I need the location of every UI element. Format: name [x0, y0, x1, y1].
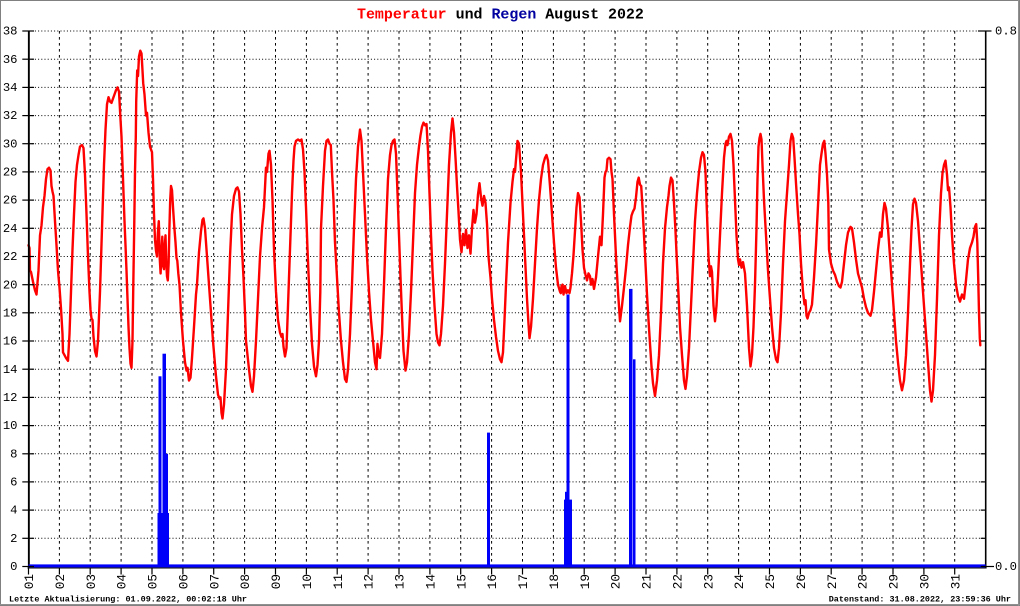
svg-text:22: 22: [671, 574, 686, 589]
svg-text:0.0: 0.0: [995, 560, 1017, 574]
svg-text:02: 02: [53, 574, 68, 589]
svg-text:8: 8: [10, 447, 17, 461]
svg-text:22: 22: [3, 250, 18, 264]
svg-text:Temperatur und Regen August 20: Temperatur und Regen August 2022: [357, 8, 644, 24]
svg-text:20: 20: [609, 574, 624, 589]
svg-text:20: 20: [3, 278, 18, 292]
svg-text:27: 27: [825, 574, 840, 589]
svg-text:10: 10: [3, 419, 18, 433]
svg-text:25: 25: [763, 574, 778, 589]
svg-text:07: 07: [207, 574, 222, 589]
svg-text:6: 6: [10, 476, 17, 490]
svg-text:04: 04: [115, 574, 130, 589]
svg-text:09: 09: [269, 574, 284, 589]
svg-text:15: 15: [454, 574, 469, 589]
svg-text:34: 34: [3, 81, 18, 95]
svg-text:24: 24: [3, 222, 18, 236]
svg-text:16: 16: [3, 335, 18, 349]
svg-text:10: 10: [300, 574, 315, 589]
svg-text:05: 05: [146, 574, 161, 589]
svg-text:13: 13: [393, 574, 408, 589]
svg-text:32: 32: [3, 109, 18, 123]
svg-text:36: 36: [3, 53, 18, 67]
svg-text:2: 2: [10, 532, 17, 546]
svg-text:29: 29: [887, 574, 902, 589]
svg-text:19: 19: [578, 574, 593, 589]
svg-text:30: 30: [3, 137, 18, 151]
svg-text:0.8: 0.8: [995, 25, 1017, 39]
svg-text:23: 23: [701, 574, 716, 589]
svg-text:18: 18: [3, 306, 18, 320]
svg-text:Letzte Aktualisierung: 01.09.2: Letzte Aktualisierung: 01.09.2022, 00:02…: [9, 594, 247, 604]
svg-text:28: 28: [856, 574, 871, 589]
svg-text:14: 14: [3, 363, 18, 377]
svg-text:31: 31: [948, 574, 963, 589]
svg-text:30: 30: [918, 574, 933, 589]
svg-text:01: 01: [22, 574, 37, 589]
svg-text:14: 14: [424, 574, 439, 589]
svg-text:12: 12: [362, 574, 377, 589]
svg-text:0: 0: [10, 560, 17, 574]
svg-text:26: 26: [794, 574, 809, 589]
svg-text:08: 08: [238, 574, 253, 589]
svg-text:03: 03: [84, 574, 99, 589]
svg-text:16: 16: [485, 574, 500, 589]
svg-text:28: 28: [3, 166, 18, 180]
svg-text:26: 26: [3, 194, 18, 208]
svg-text:24: 24: [732, 574, 747, 589]
svg-text:06: 06: [177, 574, 192, 589]
svg-text:38: 38: [3, 25, 18, 39]
svg-text:Datenstand: 31.08.2022, 23:59:: Datenstand: 31.08.2022, 23:59:36 Uhr: [829, 594, 1011, 604]
svg-text:4: 4: [10, 504, 17, 518]
svg-text:11: 11: [331, 574, 346, 589]
svg-text:18: 18: [547, 574, 562, 589]
svg-text:17: 17: [516, 574, 531, 589]
svg-text:12: 12: [3, 391, 18, 405]
svg-text:21: 21: [640, 574, 655, 589]
